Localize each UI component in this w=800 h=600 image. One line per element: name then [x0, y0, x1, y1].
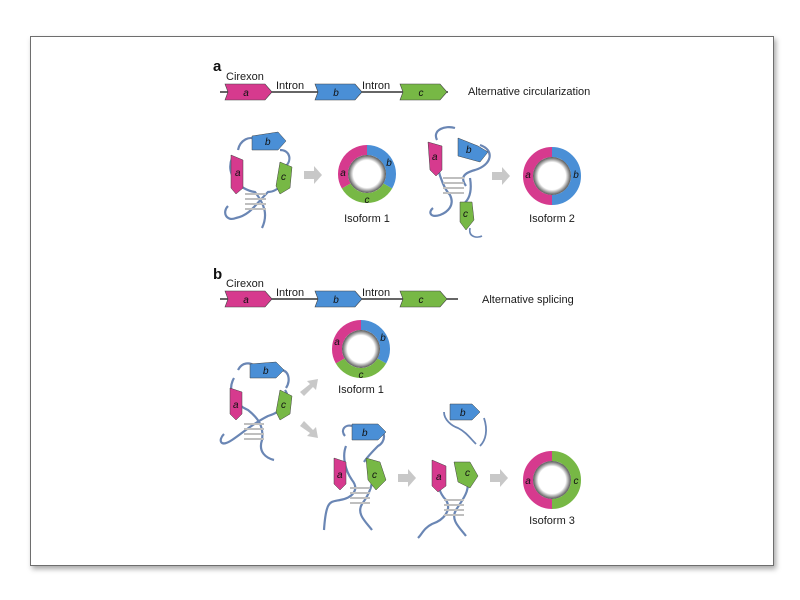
arrow-b-up	[300, 379, 318, 396]
intron-label-1: Intron	[276, 80, 304, 92]
hairpin-b2-exon-a: a	[337, 470, 343, 481]
panel-a-isoform-1-label: Isoform 1	[344, 213, 390, 225]
hairpin-b2-exon-b: b	[362, 428, 368, 439]
exon-b-arrow	[314, 83, 363, 101]
panel-a-circle-isoform-1: a b c	[338, 145, 396, 206]
hairpin-b1-exon-c: c	[281, 400, 286, 411]
hairpin-a1-exon-c: c	[281, 172, 286, 183]
intron-label-b1: Intron	[276, 287, 304, 299]
arrow-b-right	[490, 469, 508, 487]
intron-label-2: Intron	[362, 80, 390, 92]
iso1a-letter-c: c	[365, 195, 370, 206]
exon-c-letter: c	[419, 88, 424, 99]
exon-c-arrow-b	[399, 290, 448, 308]
panel-a-hairpin-1: a b c	[224, 131, 293, 229]
panel-b-hairpin-1: a b c	[219, 361, 293, 462]
exon-a-letter: a	[243, 88, 249, 99]
hairpin-a2-exon-a: a	[432, 152, 438, 163]
cirexon-label-b: Cirexon	[226, 278, 264, 290]
hairpin-b3-exon-c: c	[465, 468, 470, 479]
exon-a-arrow-b	[224, 290, 273, 308]
iso1b-letter-c: c	[359, 370, 364, 381]
panel-a-circle-isoform-2: a b	[523, 147, 581, 205]
iso2-letter-a: a	[525, 170, 531, 181]
exon-b-letter-b: b	[333, 295, 339, 306]
hairpin-b1-exon-a: a	[233, 400, 239, 411]
panel-b-circle-isoform-1: a b c	[332, 320, 390, 381]
hairpin-a1-exon-b: b	[265, 137, 271, 148]
intron-label-b2: Intron	[362, 287, 390, 299]
exon-b-letter: b	[333, 88, 339, 99]
arrow-a1	[304, 166, 322, 184]
panel-b-circle-isoform-3: a c	[523, 451, 581, 509]
hairpin-a2-exon-c: c	[463, 209, 468, 220]
arrow-b-mid	[398, 469, 416, 487]
panel-b-isoform-3-label: Isoform 3	[529, 515, 575, 527]
panel-b-caption: Alternative splicing	[482, 294, 574, 306]
hairpin-a1-exon-a: a	[235, 168, 241, 179]
iso2-letter-b: b	[573, 170, 579, 181]
exon-c-letter-b: c	[419, 295, 424, 306]
exon-a-arrow	[224, 83, 273, 101]
iso3-letter-c: c	[574, 476, 579, 487]
hairpin-b3-exon-b: b	[460, 408, 466, 419]
arrow-a2	[492, 167, 510, 185]
panel-a-letter: a	[213, 58, 222, 75]
hairpin-b1-exon-b: b	[263, 366, 269, 377]
panel-b-isoform-1-label: Isoform 1	[338, 384, 384, 396]
cirexon-label: Cirexon	[226, 71, 264, 83]
iso1a-letter-b: b	[386, 158, 392, 169]
exon-a-letter-b: a	[243, 295, 249, 306]
arrow-b-down	[300, 421, 318, 438]
hairpin-b2-exon-c: c	[372, 470, 377, 481]
panel-a-caption: Alternative circularization	[468, 86, 590, 98]
exon-c-arrow	[399, 83, 448, 101]
panel-b-letter: b	[213, 266, 222, 283]
panel-a-gene-structure: a b c Cirexon Intron Intron Alternative …	[220, 71, 590, 101]
hairpin-b3-exon-a: a	[436, 472, 442, 483]
panel-a-isoform-2-label: Isoform 2	[529, 213, 575, 225]
hairpin-a2-exon-b: b	[466, 145, 472, 156]
panel-a-hairpin-2: a b c	[427, 126, 491, 238]
iso1b-letter-a: a	[334, 337, 340, 348]
iso3-letter-a: a	[525, 476, 531, 487]
panel-b-hairpin-3: b a c	[417, 403, 487, 539]
exon-b-arrow-b	[314, 290, 363, 308]
panel-b-hairpin-2: b a c	[322, 423, 387, 531]
panel-b-gene-structure: a b c Cirexon Intron Intron Alternative …	[220, 278, 574, 308]
iso1b-letter-b: b	[380, 333, 386, 344]
iso1a-letter-a: a	[340, 168, 346, 179]
